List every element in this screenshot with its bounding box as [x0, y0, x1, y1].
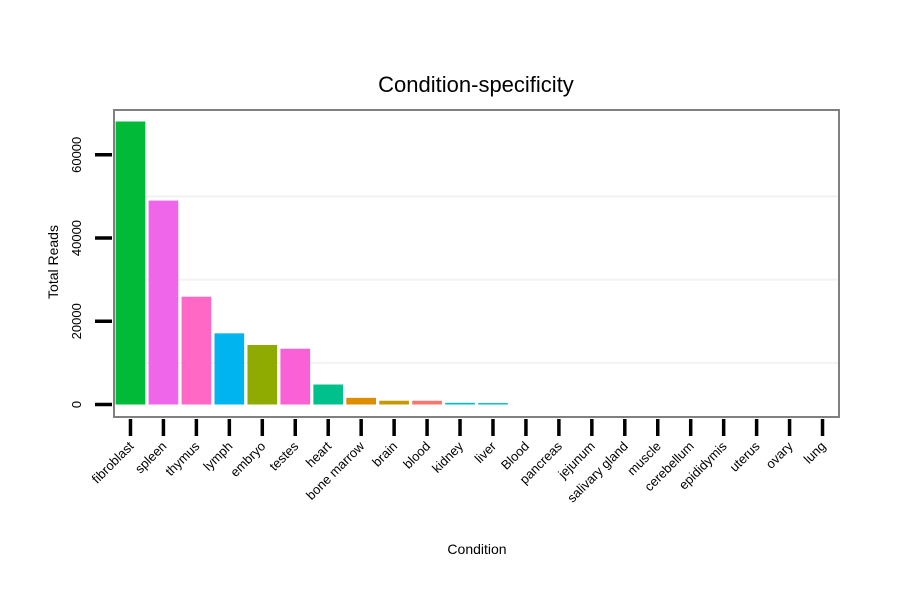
- bar-kidney: [445, 402, 475, 405]
- x-tick-label: lung: [801, 439, 829, 467]
- x-tick-label: ovary: [763, 438, 796, 471]
- bar-bone-marrow: [346, 397, 376, 405]
- bar-lymph: [214, 333, 245, 405]
- x-tick-label: fibroblast: [89, 438, 137, 486]
- bar-spleen: [148, 200, 179, 405]
- bar-thymus: [181, 296, 212, 405]
- y-tick-label: 0: [69, 401, 84, 408]
- chart-title: Condition-specificity: [378, 72, 574, 97]
- x-axis-label: Condition: [447, 541, 506, 557]
- y-axis-label: Total Reads: [45, 225, 61, 299]
- plot-border: [113, 109, 840, 418]
- bar-blood: [412, 400, 442, 405]
- bar-brain: [379, 400, 409, 405]
- x-tick-label: liver: [472, 438, 500, 466]
- y-tick-label: 40000: [69, 220, 84, 256]
- x-tick-label: thymus: [162, 438, 203, 479]
- bar-liver: [478, 403, 508, 405]
- x-tick-label: brain: [369, 439, 400, 470]
- bar-heart: [313, 384, 344, 405]
- bar-fibroblast: [115, 121, 146, 405]
- x-tick-label: testes: [266, 438, 301, 473]
- y-tick-label: 60000: [69, 137, 84, 173]
- x-tick-label: embryo: [227, 439, 268, 480]
- y-axis: 0 20000 40000 60000: [69, 137, 112, 408]
- x-tick-label: kidney: [429, 438, 467, 476]
- y-tick-label: 20000: [69, 303, 84, 339]
- bar-testes: [280, 348, 311, 405]
- bars: [115, 121, 508, 405]
- x-tick-label: blood: [400, 439, 433, 472]
- x-tick-label: uterus: [727, 438, 764, 475]
- bar-embryo: [247, 344, 278, 405]
